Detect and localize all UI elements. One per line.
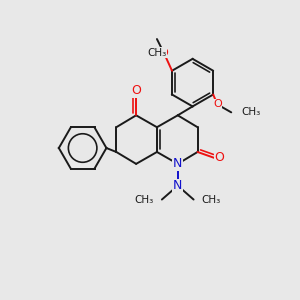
Text: O: O xyxy=(214,152,224,164)
Text: N: N xyxy=(173,158,182,170)
Text: CH₃: CH₃ xyxy=(241,107,260,117)
Text: N: N xyxy=(173,179,182,192)
Text: O: O xyxy=(213,99,222,110)
Text: CH₃: CH₃ xyxy=(135,194,154,205)
Text: CH₃: CH₃ xyxy=(147,48,167,58)
Text: O: O xyxy=(131,84,141,97)
Text: O: O xyxy=(160,48,168,58)
Text: CH₃: CH₃ xyxy=(202,194,221,205)
